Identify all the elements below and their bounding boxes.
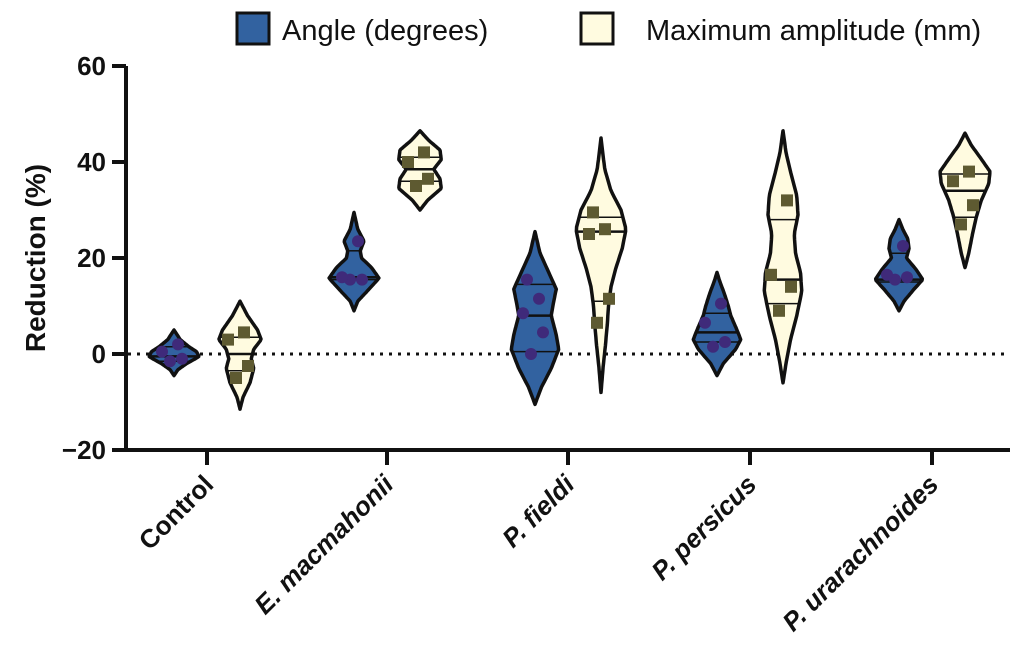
data-point xyxy=(172,338,184,351)
violin-group xyxy=(509,229,561,407)
data-point xyxy=(336,271,348,284)
x-ticks: Control E. macmahonii P. fieldi P. persicus… xyxy=(133,450,944,637)
data-point xyxy=(525,348,537,360)
violin-group xyxy=(762,129,804,385)
y-axis-label: Reduction (%) xyxy=(20,164,51,352)
data-point xyxy=(963,165,975,178)
y-tick-label: 20 xyxy=(77,243,106,273)
violin-body xyxy=(691,270,743,378)
violin-group xyxy=(574,136,628,395)
data-point xyxy=(230,372,242,384)
data-point xyxy=(599,223,611,236)
data-point xyxy=(773,304,785,317)
x-tick-label: P. fieldi xyxy=(496,468,581,553)
data-point xyxy=(521,273,533,286)
violin-body xyxy=(147,328,201,378)
data-point xyxy=(897,240,909,252)
legend-swatch-amplitude xyxy=(579,11,615,46)
data-point xyxy=(164,355,176,368)
y-tick-label: 0 xyxy=(92,339,106,369)
legend: Angle (degrees) Maximum amplitude (mm) xyxy=(235,11,981,47)
data-point xyxy=(587,206,599,219)
x-tick-label: E. macmahonii xyxy=(248,468,400,620)
violin-group xyxy=(217,299,263,411)
data-point xyxy=(352,235,364,248)
data-point xyxy=(238,326,250,339)
violin-body xyxy=(509,229,561,407)
data-point xyxy=(356,273,368,286)
data-point xyxy=(176,352,188,365)
data-point xyxy=(967,199,979,212)
violins xyxy=(147,129,992,411)
data-point xyxy=(901,271,913,284)
data-point xyxy=(533,292,545,305)
data-point xyxy=(785,280,797,293)
legend-label-angle: Angle (degrees) xyxy=(282,15,488,47)
violin-group xyxy=(938,131,992,270)
data-point xyxy=(715,297,727,310)
violin-body xyxy=(762,129,804,385)
data-point xyxy=(707,340,719,353)
violin-group xyxy=(147,328,201,378)
data-point xyxy=(881,268,893,281)
y-tick-label: −20 xyxy=(62,435,106,465)
data-point xyxy=(955,218,967,231)
data-point xyxy=(418,146,430,159)
data-point xyxy=(765,268,777,281)
data-point xyxy=(156,345,168,358)
violin-group xyxy=(327,210,381,313)
x-tick-label: Control xyxy=(133,469,220,556)
x-tick-label: P. urarachnoides xyxy=(776,469,944,637)
data-point xyxy=(947,175,959,188)
legend-label-amplitude: Maximum amplitude (mm) xyxy=(646,15,981,47)
violin-group xyxy=(397,129,443,212)
violin-body xyxy=(574,136,628,395)
legend-swatch-angle xyxy=(235,11,271,46)
data-point xyxy=(242,360,254,372)
y-ticks: −20 0 20 40 60 xyxy=(62,51,126,465)
y-tick-label: 60 xyxy=(77,51,106,81)
data-point xyxy=(719,336,731,348)
data-point xyxy=(699,316,711,329)
violin-body xyxy=(327,210,381,313)
data-point xyxy=(422,172,434,185)
data-point xyxy=(591,316,603,329)
violin-group xyxy=(691,270,743,378)
data-point xyxy=(583,228,595,240)
data-point xyxy=(410,180,422,192)
violin-body xyxy=(873,217,925,313)
data-point xyxy=(517,307,529,320)
data-point xyxy=(222,333,234,346)
data-point xyxy=(402,156,414,168)
violin-group xyxy=(873,217,925,313)
x-tick-label: P. persicus xyxy=(645,469,762,586)
y-tick-label: 40 xyxy=(77,147,106,177)
data-point xyxy=(603,292,615,305)
data-point xyxy=(781,194,793,207)
violin-body xyxy=(938,131,992,270)
data-point xyxy=(537,326,549,339)
